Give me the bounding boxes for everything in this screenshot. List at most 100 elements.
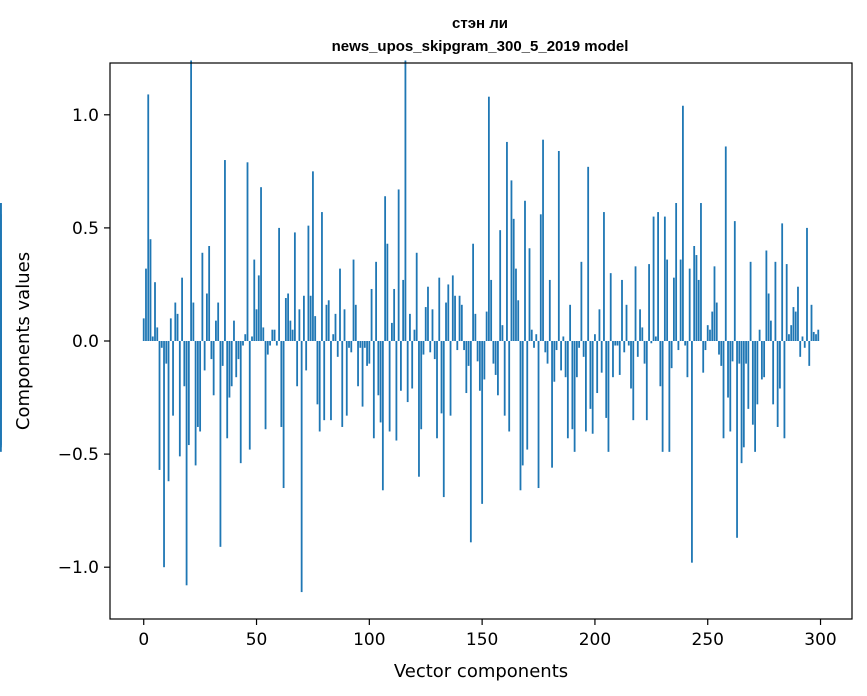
bar: [454, 295, 456, 341]
y-tick-label: −1.0: [58, 558, 99, 578]
bar: [815, 334, 817, 341]
bar: [542, 139, 544, 341]
x-tick-label: 50: [246, 630, 268, 650]
bar: [384, 196, 387, 341]
bar: [433, 341, 436, 360]
bar: [517, 300, 520, 341]
bar: [551, 341, 553, 468]
bar: [630, 341, 632, 389]
bar: [235, 341, 238, 378]
bar: [706, 325, 709, 341]
bar: [190, 60, 192, 341]
bar: [325, 304, 328, 341]
bar: [307, 225, 310, 341]
bar: [345, 341, 348, 416]
bar: [625, 304, 628, 341]
bars-group: [0, 60, 820, 593]
bar: [508, 341, 511, 432]
bar: [381, 341, 384, 491]
bar: [684, 341, 687, 346]
bar: [487, 96, 490, 341]
x-tick-label: 300: [804, 630, 836, 650]
bar: [203, 341, 206, 371]
bar: [510, 180, 513, 341]
bar: [564, 341, 567, 378]
bar: [616, 341, 619, 346]
bar: [691, 341, 693, 563]
bar: [257, 275, 260, 341]
bar: [424, 307, 427, 341]
bar: [481, 341, 484, 504]
bar: [693, 246, 696, 341]
bar: [271, 329, 274, 341]
bar: [212, 341, 215, 396]
bar: [704, 341, 707, 351]
bar: [506, 141, 508, 341]
bar: [751, 341, 754, 425]
bar: [607, 341, 610, 452]
bar: [219, 341, 222, 547]
bar: [303, 295, 305, 341]
bar: [769, 320, 772, 341]
bar: [810, 304, 813, 341]
bar: [562, 336, 565, 341]
bar: [808, 341, 811, 366]
x-axis-label: Vector components: [394, 661, 568, 682]
bar: [528, 248, 531, 341]
bar: [605, 341, 608, 418]
bar: [544, 341, 547, 353]
bar: [145, 268, 147, 341]
bar: [546, 341, 549, 364]
bar: [467, 341, 470, 366]
bar: [348, 341, 350, 348]
bar: [643, 341, 646, 364]
bar: [668, 341, 671, 452]
bar: [169, 318, 172, 341]
bar: [781, 223, 784, 341]
bar: [451, 275, 454, 341]
bar: [269, 341, 271, 346]
bar: [296, 341, 299, 387]
bar: [178, 341, 181, 457]
bar: [512, 218, 515, 341]
bar: [478, 341, 481, 391]
bar: [147, 94, 150, 341]
bar: [210, 341, 213, 360]
bar: [386, 243, 389, 341]
bar: [521, 341, 524, 466]
bar: [431, 309, 434, 341]
bar: [490, 279, 493, 341]
bar: [370, 288, 373, 341]
bar: [682, 105, 684, 341]
bar: [670, 341, 673, 369]
bar: [634, 266, 637, 341]
y-tick-label: 1.0: [72, 106, 99, 126]
bar: [359, 341, 362, 348]
bar: [566, 341, 569, 439]
bar: [661, 341, 664, 452]
bar: [366, 341, 368, 366]
bar: [233, 320, 235, 341]
bar: [181, 277, 183, 341]
bar: [537, 341, 540, 489]
bar: [591, 341, 594, 434]
bar: [208, 246, 211, 341]
bar: [0, 341, 2, 364]
bar: [205, 293, 208, 341]
bar: [226, 341, 229, 439]
bar: [291, 329, 294, 341]
bar: [406, 341, 409, 403]
bar: [695, 255, 698, 341]
bar: [260, 187, 262, 341]
bar: [573, 341, 576, 452]
bar: [794, 311, 797, 341]
bar: [379, 341, 382, 423]
bar: [167, 341, 170, 482]
bar: [458, 295, 461, 341]
bar: [776, 341, 779, 427]
bar: [740, 341, 743, 464]
bar: [280, 341, 283, 427]
bar: [548, 279, 551, 341]
bar: [663, 216, 666, 341]
